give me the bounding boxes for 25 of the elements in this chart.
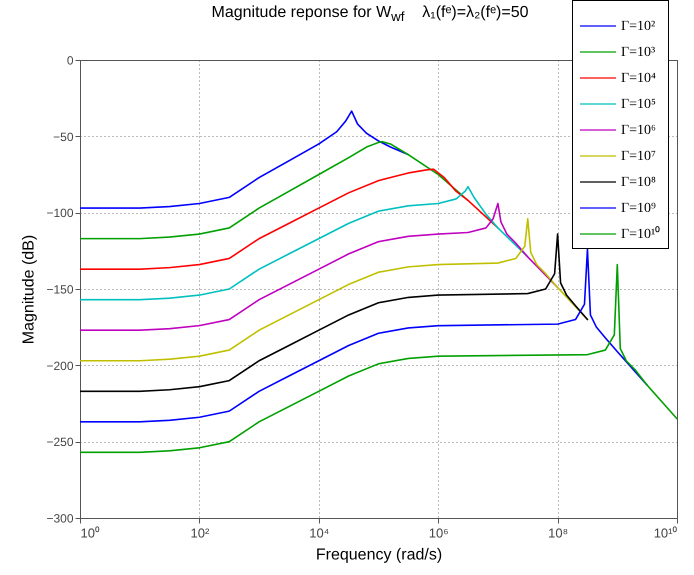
x-tick-label: 10⁰: [80, 526, 100, 540]
y-tick-label: −300: [46, 512, 74, 526]
legend-label: Γ=10⁴: [621, 71, 656, 86]
legend-label: Γ=10⁹: [621, 201, 656, 216]
y-tick-label: −50: [53, 130, 74, 144]
legend-label: Γ=10³: [621, 45, 656, 60]
legend-label: Γ=10²: [621, 19, 656, 34]
y-tick-label: 0: [66, 54, 74, 68]
chart-title: Magnitude reponse for W$_{wf}$ λ₁(fᵉ)=λ₂(fᵉ)=50: [212, 4, 528, 24]
x-tick-label: 10⁸: [548, 526, 568, 540]
x-axis-title: Frequency (rad/s): [316, 546, 442, 564]
x-tick-label: 10¹⁰: [654, 526, 678, 540]
legend-label: Γ=10⁸: [621, 175, 656, 190]
legend-label: Γ=10¹⁰: [621, 226, 660, 242]
y-tick-label: −100: [46, 206, 74, 220]
legend-label: Γ=10⁶: [621, 123, 656, 138]
y-tick-label: −250: [46, 435, 74, 450]
x-tick-label: 10⁴: [309, 526, 330, 540]
y-axis-title: Magnitude (dB): [20, 234, 38, 344]
x-tick-label: 10⁶: [428, 526, 449, 540]
x-tick-label: 10²: [190, 526, 210, 540]
legend-label: Γ=10⁷: [621, 149, 656, 164]
y-tick-label: −200: [46, 358, 74, 373]
legend-label: Γ=10⁵: [621, 97, 656, 112]
y-tick-label: −150: [46, 282, 74, 296]
